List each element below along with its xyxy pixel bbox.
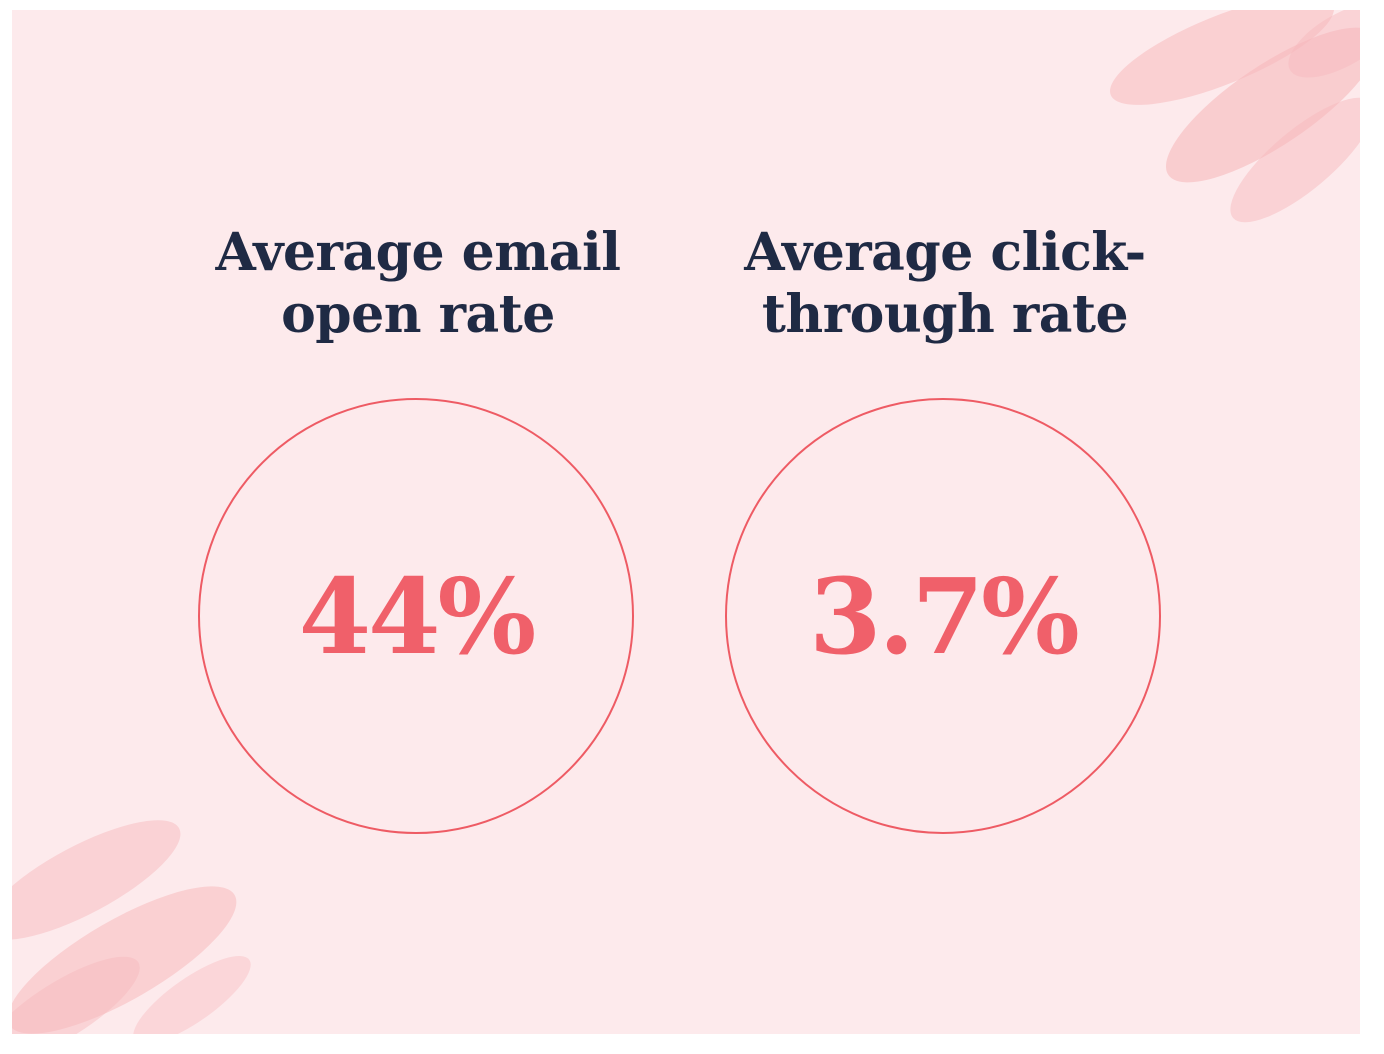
stat-ring: 3.7% [725, 398, 1161, 834]
stats-card: Average email open rate 44% Average clic… [12, 10, 1360, 1034]
stat-click-through-rate: Average click- through rate 3.7% [685, 10, 1205, 1034]
stat-value: 44% [298, 554, 537, 678]
stat-value: 3.7% [809, 554, 1080, 678]
stat-label-line: through rate [761, 284, 1129, 345]
stat-label-line: Average email [215, 222, 621, 283]
stat-email-open-rate: Average email open rate 44% [158, 10, 678, 1034]
stat-label-line: open rate [281, 284, 555, 345]
brush-stroke-top-right [1110, 10, 1360, 223]
stat-label: Average email open rate [158, 222, 678, 346]
stat-ring: 44% [198, 398, 634, 834]
stat-label-line: Average click- [744, 222, 1146, 283]
decorative-brush-strokes [12, 10, 1360, 1034]
brush-stroke-bottom-left [12, 820, 251, 1034]
stat-label: Average click- through rate [685, 222, 1205, 346]
